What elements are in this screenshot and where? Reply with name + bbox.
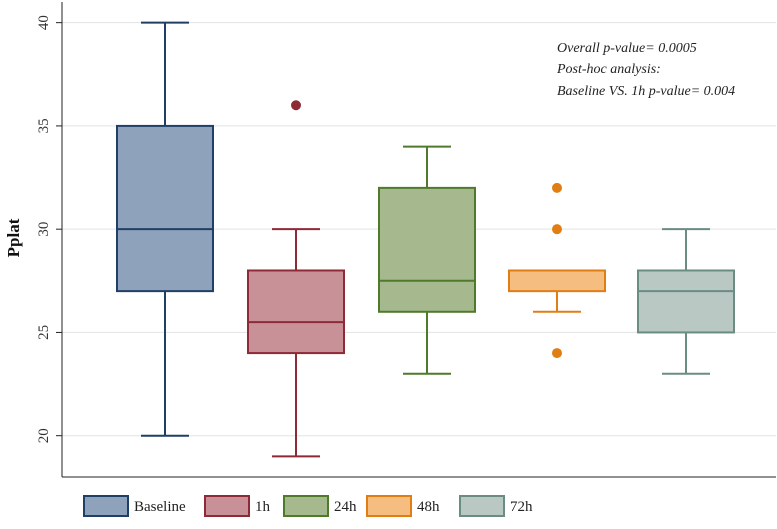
legend-item-1h: 1h xyxy=(204,495,271,517)
outlier-point xyxy=(552,182,562,193)
y-tick-label-30: 30 xyxy=(36,222,52,237)
box-48h xyxy=(508,182,606,359)
y-tick-label-25: 25 xyxy=(36,325,52,340)
annotation-block: Overall p-value= 0.0005 Post-hoc analysi… xyxy=(556,41,735,99)
legend-item-72h: 72h xyxy=(459,495,533,517)
y-tick-label-40: 40 xyxy=(36,15,52,30)
legend-item-baseline: Baseline xyxy=(83,495,186,517)
outlier-point xyxy=(552,348,562,359)
y-axis: 20 25 30 35 40 xyxy=(36,2,776,478)
box-24h xyxy=(378,145,476,375)
legend-label: 72h xyxy=(510,499,533,515)
legend-item-48h: 48h xyxy=(366,495,440,517)
box-iqr xyxy=(637,269,735,334)
legend-label: Baseline xyxy=(134,499,186,515)
y-axis-label: Pplat xyxy=(4,218,23,257)
box-iqr xyxy=(116,124,214,293)
legend-label: 48h xyxy=(417,499,440,515)
outlier-point xyxy=(552,224,562,235)
y-tick-label-35: 35 xyxy=(36,118,52,133)
legend-swatch xyxy=(459,495,505,517)
annotation-baseline-vs-1h: Baseline VS. 1h p-value= 0.004 xyxy=(557,84,735,99)
box-iqr xyxy=(508,269,606,293)
box-iqr xyxy=(247,269,345,355)
legend-swatch xyxy=(366,495,412,517)
legend-swatch xyxy=(204,495,250,517)
annotation-overall-p: Overall p-value= 0.0005 xyxy=(557,41,697,56)
legend-label: 24h xyxy=(334,499,357,515)
legend: Baseline 1h 24h 48h 72h xyxy=(83,495,533,517)
annotation-post-hoc: Post-hoc analysis: xyxy=(556,62,661,77)
legend-item-24h: 24h xyxy=(283,495,357,517)
outlier-point xyxy=(291,100,301,111)
box-1h xyxy=(247,100,345,458)
box-series xyxy=(116,21,735,458)
legend-swatch xyxy=(283,495,329,517)
box-baseline xyxy=(116,21,214,437)
legend-swatch xyxy=(83,495,129,517)
box-iqr xyxy=(378,186,476,313)
legend-label: 1h xyxy=(255,499,271,515)
box-72h xyxy=(637,228,735,375)
y-tick-label-20: 20 xyxy=(36,428,52,443)
